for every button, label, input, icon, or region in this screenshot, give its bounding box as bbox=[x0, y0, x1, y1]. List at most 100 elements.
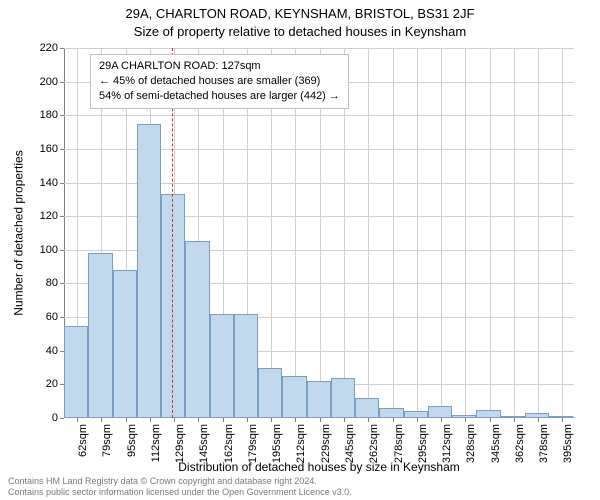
histogram-bar bbox=[88, 253, 112, 418]
histogram-bar bbox=[258, 368, 282, 418]
ytick-label: 0 bbox=[52, 412, 58, 424]
xtick-label: 345sqm bbox=[490, 424, 502, 463]
ytick-mark bbox=[60, 115, 64, 116]
xtick-label: 79sqm bbox=[101, 424, 113, 457]
gridline-vertical bbox=[465, 48, 466, 418]
xtick-mark bbox=[77, 418, 78, 422]
ytick-label: 100 bbox=[40, 244, 58, 256]
xtick-mark bbox=[126, 418, 127, 422]
xtick-label: 278sqm bbox=[393, 424, 405, 463]
ytick-label: 160 bbox=[40, 143, 58, 155]
histogram-bar bbox=[210, 314, 234, 418]
ytick-mark bbox=[60, 283, 64, 284]
histogram-bar bbox=[476, 410, 500, 418]
ytick-label: 60 bbox=[46, 311, 58, 323]
xtick-mark bbox=[393, 418, 394, 422]
histogram-bar bbox=[379, 408, 403, 418]
xtick-label: 295sqm bbox=[417, 424, 429, 463]
footer-line1: Contains HM Land Registry data © Crown c… bbox=[8, 476, 592, 487]
xtick-mark bbox=[538, 418, 539, 422]
xtick-label: 245sqm bbox=[344, 424, 356, 463]
footer-attribution: Contains HM Land Registry data © Crown c… bbox=[8, 476, 592, 498]
xtick-mark bbox=[320, 418, 321, 422]
ytick-label: 80 bbox=[46, 277, 58, 289]
ytick-mark bbox=[60, 149, 64, 150]
xtick-label: 328sqm bbox=[465, 424, 477, 463]
xtick-mark bbox=[417, 418, 418, 422]
footer-line2: Contains public sector information licen… bbox=[8, 487, 592, 498]
gridline-vertical bbox=[441, 48, 442, 418]
xtick-label: 395sqm bbox=[562, 424, 574, 463]
gridline-vertical bbox=[562, 48, 563, 418]
xtick-label: 162sqm bbox=[223, 424, 235, 463]
xtick-label: 62sqm bbox=[77, 424, 89, 457]
gridline-vertical bbox=[417, 48, 418, 418]
gridline-vertical bbox=[490, 48, 491, 418]
x-axis-title: Distribution of detached houses by size … bbox=[64, 460, 574, 474]
gridline-vertical bbox=[368, 48, 369, 418]
page-title-line1: 29A, CHARLTON ROAD, KEYNSHAM, BRISTOL, B… bbox=[0, 6, 600, 21]
ytick-mark bbox=[60, 82, 64, 83]
y-axis-title: Number of detached properties bbox=[12, 150, 26, 315]
ytick-label: 20 bbox=[46, 378, 58, 390]
histogram-bar bbox=[64, 326, 88, 419]
xtick-mark bbox=[465, 418, 466, 422]
xtick-mark bbox=[514, 418, 515, 422]
xtick-label: 212sqm bbox=[295, 424, 307, 463]
histogram-bar bbox=[234, 314, 258, 418]
histogram-bar bbox=[355, 398, 379, 418]
xtick-mark bbox=[174, 418, 175, 422]
ytick-label: 140 bbox=[40, 177, 58, 189]
histogram-bar bbox=[525, 413, 549, 418]
xtick-mark bbox=[562, 418, 563, 422]
xtick-label: 145sqm bbox=[198, 424, 210, 463]
xtick-label: 229sqm bbox=[320, 424, 332, 463]
xtick-mark bbox=[441, 418, 442, 422]
histogram-bar bbox=[428, 406, 452, 418]
xtick-label: 112sqm bbox=[150, 424, 162, 462]
histogram-bar bbox=[282, 376, 306, 418]
xtick-mark bbox=[198, 418, 199, 422]
histogram-bar bbox=[113, 270, 137, 418]
xtick-mark bbox=[295, 418, 296, 422]
annotation-box: 29A CHARLTON ROAD: 127sqm← 45% of detach… bbox=[90, 54, 349, 109]
xtick-label: 195sqm bbox=[271, 424, 283, 463]
xtick-label: 179sqm bbox=[247, 424, 259, 463]
ytick-mark bbox=[60, 250, 64, 251]
xtick-mark bbox=[344, 418, 345, 422]
ytick-label: 40 bbox=[46, 345, 58, 357]
xtick-mark bbox=[223, 418, 224, 422]
y-axis-title-container: Number of detached properties bbox=[12, 48, 26, 418]
histogram-bar bbox=[331, 378, 355, 418]
ytick-label: 180 bbox=[40, 109, 58, 121]
xtick-label: 362sqm bbox=[514, 424, 526, 463]
annotation-line: 54% of semi-detached houses are larger (… bbox=[99, 89, 340, 104]
histogram-bar bbox=[404, 411, 428, 418]
xtick-mark bbox=[490, 418, 491, 422]
xtick-mark bbox=[271, 418, 272, 422]
xtick-mark bbox=[247, 418, 248, 422]
gridline-vertical bbox=[393, 48, 394, 418]
histogram-bar bbox=[452, 415, 476, 418]
page-title-line2: Size of property relative to detached ho… bbox=[0, 24, 600, 39]
ytick-mark bbox=[60, 418, 64, 419]
histogram-plot: 02040608010012014016018020022062sqm79sqm… bbox=[64, 48, 574, 418]
histogram-bar bbox=[137, 124, 161, 418]
histogram-bar bbox=[501, 416, 525, 418]
ytick-mark bbox=[60, 317, 64, 318]
histogram-bar bbox=[185, 241, 209, 418]
xtick-mark bbox=[150, 418, 151, 422]
ytick-label: 220 bbox=[40, 42, 58, 54]
annotation-line: 29A CHARLTON ROAD: 127sqm bbox=[99, 59, 340, 74]
ytick-mark bbox=[60, 216, 64, 217]
histogram-bar bbox=[549, 416, 573, 418]
xtick-label: 378sqm bbox=[538, 424, 550, 463]
ytick-label: 120 bbox=[40, 210, 58, 222]
xtick-mark bbox=[368, 418, 369, 422]
xtick-label: 312sqm bbox=[441, 424, 453, 463]
histogram-bar bbox=[307, 381, 331, 418]
ytick-mark bbox=[60, 48, 64, 49]
ytick-label: 200 bbox=[40, 76, 58, 88]
annotation-line: ← 45% of detached houses are smaller (36… bbox=[99, 74, 340, 89]
xtick-label: 129sqm bbox=[174, 424, 186, 463]
